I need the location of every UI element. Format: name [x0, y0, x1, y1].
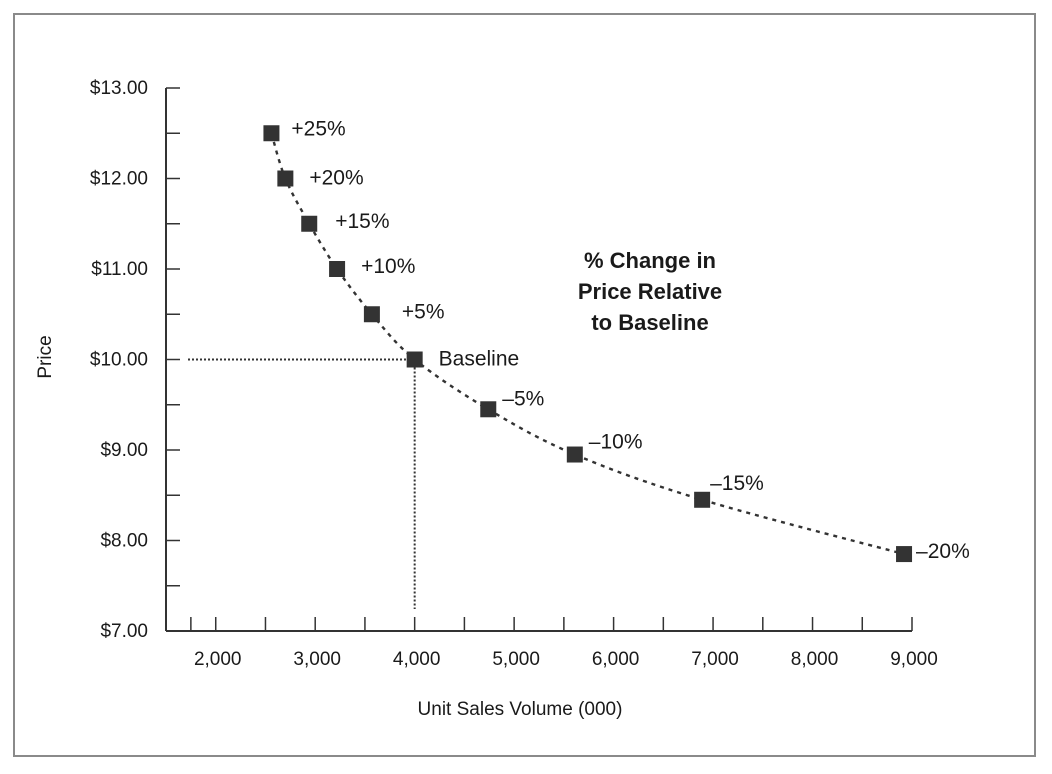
x-tick-label: 3,000 [293, 649, 341, 670]
y-tick-label: $9.00 [100, 440, 148, 461]
y-tick-label: $12.00 [90, 169, 148, 190]
y-tick-label: $10.00 [90, 350, 148, 371]
data-point-label: +5% [402, 300, 445, 323]
data-point-marker [566, 446, 583, 463]
data-point-marker [301, 215, 318, 232]
x-tick-label: 6,000 [592, 649, 640, 670]
data-point-label: +25% [291, 117, 345, 140]
data-point-marker [896, 546, 913, 563]
data-point-label: –20% [916, 540, 970, 563]
data-point-marker [277, 170, 294, 187]
baseline-guides [188, 358, 416, 609]
annotation-line-3: to Baseline [591, 310, 708, 335]
data-point-marker [406, 351, 423, 368]
y-tick-label: $7.00 [100, 621, 148, 642]
y-tick-label: $13.00 [90, 78, 148, 99]
data-point-label: +20% [309, 167, 363, 190]
x-tick-label: 5,000 [492, 649, 540, 670]
x-tick-label: 9,000 [890, 649, 938, 670]
y-tick-label: $8.00 [100, 531, 148, 552]
data-point-marker [480, 401, 497, 418]
data-point-marker [363, 306, 380, 323]
data-point-label: Baseline [439, 348, 520, 371]
data-point-label: +10% [361, 255, 415, 278]
data-point-label: +15% [335, 210, 389, 233]
annotation-line-2: Price Relative [578, 279, 722, 304]
data-point-label: –10% [589, 431, 643, 454]
axes: $7.00 $8.00 $9.00 $10.00 $11.00 $12.00 $13.00 2… [90, 78, 938, 670]
data-points [263, 125, 913, 563]
data-point-marker [263, 125, 280, 142]
demand-curve [270, 132, 905, 556]
data-point-marker [329, 261, 346, 277]
y-axis-title: Price [35, 335, 56, 378]
x-tick-label: 4,000 [393, 649, 441, 670]
x-tick-label: 8,000 [791, 649, 839, 670]
data-point-label: –15% [710, 472, 764, 495]
y-tick-label: $11.00 [91, 259, 148, 280]
x-tick-label: 2,000 [194, 649, 242, 670]
data-point-marker [694, 491, 711, 508]
chart-frame [13, 13, 1036, 757]
data-point-label: –5% [502, 387, 544, 410]
point-labels: +25% +20% +15% +10% +5% Baseline –5% –10% –15% –2… [291, 117, 969, 563]
x-axis-title: Unit Sales Volume (000) [418, 699, 623, 720]
annotation-line-1: % Change in [584, 248, 716, 273]
x-tick-label: 7,000 [691, 649, 739, 670]
